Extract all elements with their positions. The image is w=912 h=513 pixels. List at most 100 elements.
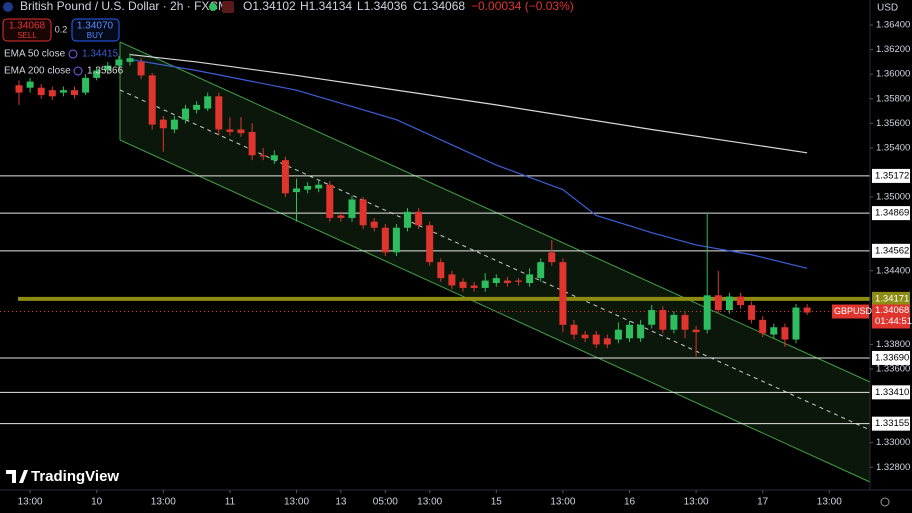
buy-label: BUY [87, 31, 104, 40]
candle-body [104, 65, 112, 71]
legend-name: EMA 50 close [4, 49, 66, 60]
ohlc-open: O1.34102 [243, 0, 296, 13]
brand-logo: TradingView [6, 468, 119, 485]
ema-line [129, 53, 808, 154]
candle-body [781, 327, 789, 340]
sell-label: SELL [17, 31, 37, 40]
y-tick-label: 1.35000 [876, 192, 910, 203]
candle-body [659, 310, 667, 330]
plot [0, 53, 870, 425]
level-label: 1.34869 [875, 208, 909, 219]
candle-body [37, 87, 45, 96]
candle-body [515, 280, 522, 282]
candle-body [59, 90, 67, 93]
candle-body [381, 227, 389, 253]
candle-body [459, 281, 467, 288]
channel-mid [119, 89, 871, 431]
y-tick-label: 1.36400 [876, 20, 910, 31]
candle-body [770, 327, 778, 335]
x-tick-label: 13:00 [817, 497, 842, 508]
candle-body [392, 227, 400, 253]
candle-body [714, 295, 722, 311]
x-tick-label: 13:00 [684, 497, 709, 508]
candle-body [681, 314, 689, 330]
candle-body [259, 155, 267, 157]
candle-body [725, 296, 733, 311]
candle-body [792, 307, 800, 340]
candle-body [637, 324, 645, 339]
candle-body [581, 334, 589, 339]
legend-value: 1.35366 [87, 66, 124, 77]
candle-body [426, 225, 434, 263]
brand-name: TradingView [31, 468, 119, 485]
level-label-box [872, 206, 910, 221]
candle-body [93, 70, 101, 78]
candle-body [803, 307, 811, 313]
candle-body [503, 280, 511, 284]
chart-title: British Pound / U.S. Dollar · 2h · FXCM [20, 0, 228, 13]
channel-upper [119, 41, 871, 383]
candle-body [281, 160, 289, 194]
candle-body [526, 274, 534, 284]
x-tick-label: 13 [335, 497, 347, 508]
candle-body [182, 108, 189, 120]
candle-body [248, 131, 256, 156]
candle-body [270, 155, 278, 161]
channel-lower [119, 139, 871, 483]
x-tick-label: 11 [225, 497, 236, 508]
candle-body [237, 129, 245, 134]
y-tick-label: 1.35800 [876, 93, 910, 104]
y-tick-label: 1.35400 [876, 142, 910, 153]
candle-body [481, 280, 489, 288]
level-label: 1.33155 [875, 418, 909, 429]
legend-icon [68, 49, 78, 59]
x-tick-label: 15 [491, 497, 503, 508]
candle-body [703, 295, 711, 330]
level-label: 1.34171 [875, 293, 909, 304]
ohlc-high: H1.34134 [300, 0, 352, 13]
currency[interactable]: USD [877, 3, 898, 14]
level-label-box [872, 168, 910, 183]
candle-body [492, 278, 500, 284]
x-tick-label: 13:00 [284, 497, 309, 508]
x-tick-label: 13:00 [550, 497, 575, 508]
y-tick-label: 1.32800 [876, 462, 910, 473]
candle-body [226, 129, 234, 132]
channel [119, 41, 871, 483]
candle-body [337, 215, 345, 218]
x-tick-label: 17 [757, 497, 769, 508]
channel-fill [120, 42, 870, 482]
level-label: 1.34562 [875, 245, 909, 256]
sell-button[interactable] [2, 18, 52, 42]
candle-body [570, 324, 578, 335]
candle-body [559, 262, 567, 325]
candle-body [415, 211, 423, 226]
candle-body [48, 90, 56, 97]
candle-body [304, 185, 312, 190]
last-price-symbol: GBPUSD [834, 306, 873, 316]
candle-body [137, 61, 145, 76]
candle-body [71, 90, 78, 96]
symbol-icon [3, 2, 13, 12]
candle-body [737, 296, 744, 306]
legend-name: EMA 200 close [4, 66, 71, 77]
candle-body [215, 96, 223, 130]
candle-body [115, 59, 123, 66]
x-tick-label: 13:00 [417, 497, 442, 508]
level-label-box [872, 385, 910, 400]
candle-body [626, 324, 633, 339]
level-label-box [872, 291, 910, 306]
ohlc-change: −0.00034 (−0.03%) [471, 0, 574, 13]
y-tick-label: 1.36200 [876, 44, 910, 55]
candle-body [470, 285, 478, 288]
candle-body [592, 334, 600, 345]
candle-body [15, 85, 23, 93]
candle-body [82, 77, 90, 93]
settings-icon[interactable] [880, 497, 890, 507]
y-tick-label: 1.34400 [876, 265, 910, 276]
legend: EMA 50 close 1.34415 EMA 200 close 1.35366 [4, 49, 124, 77]
buy-button[interactable] [71, 18, 120, 42]
countdown: 01:44:51 [875, 316, 912, 327]
x-tick-label: 16 [624, 497, 636, 508]
